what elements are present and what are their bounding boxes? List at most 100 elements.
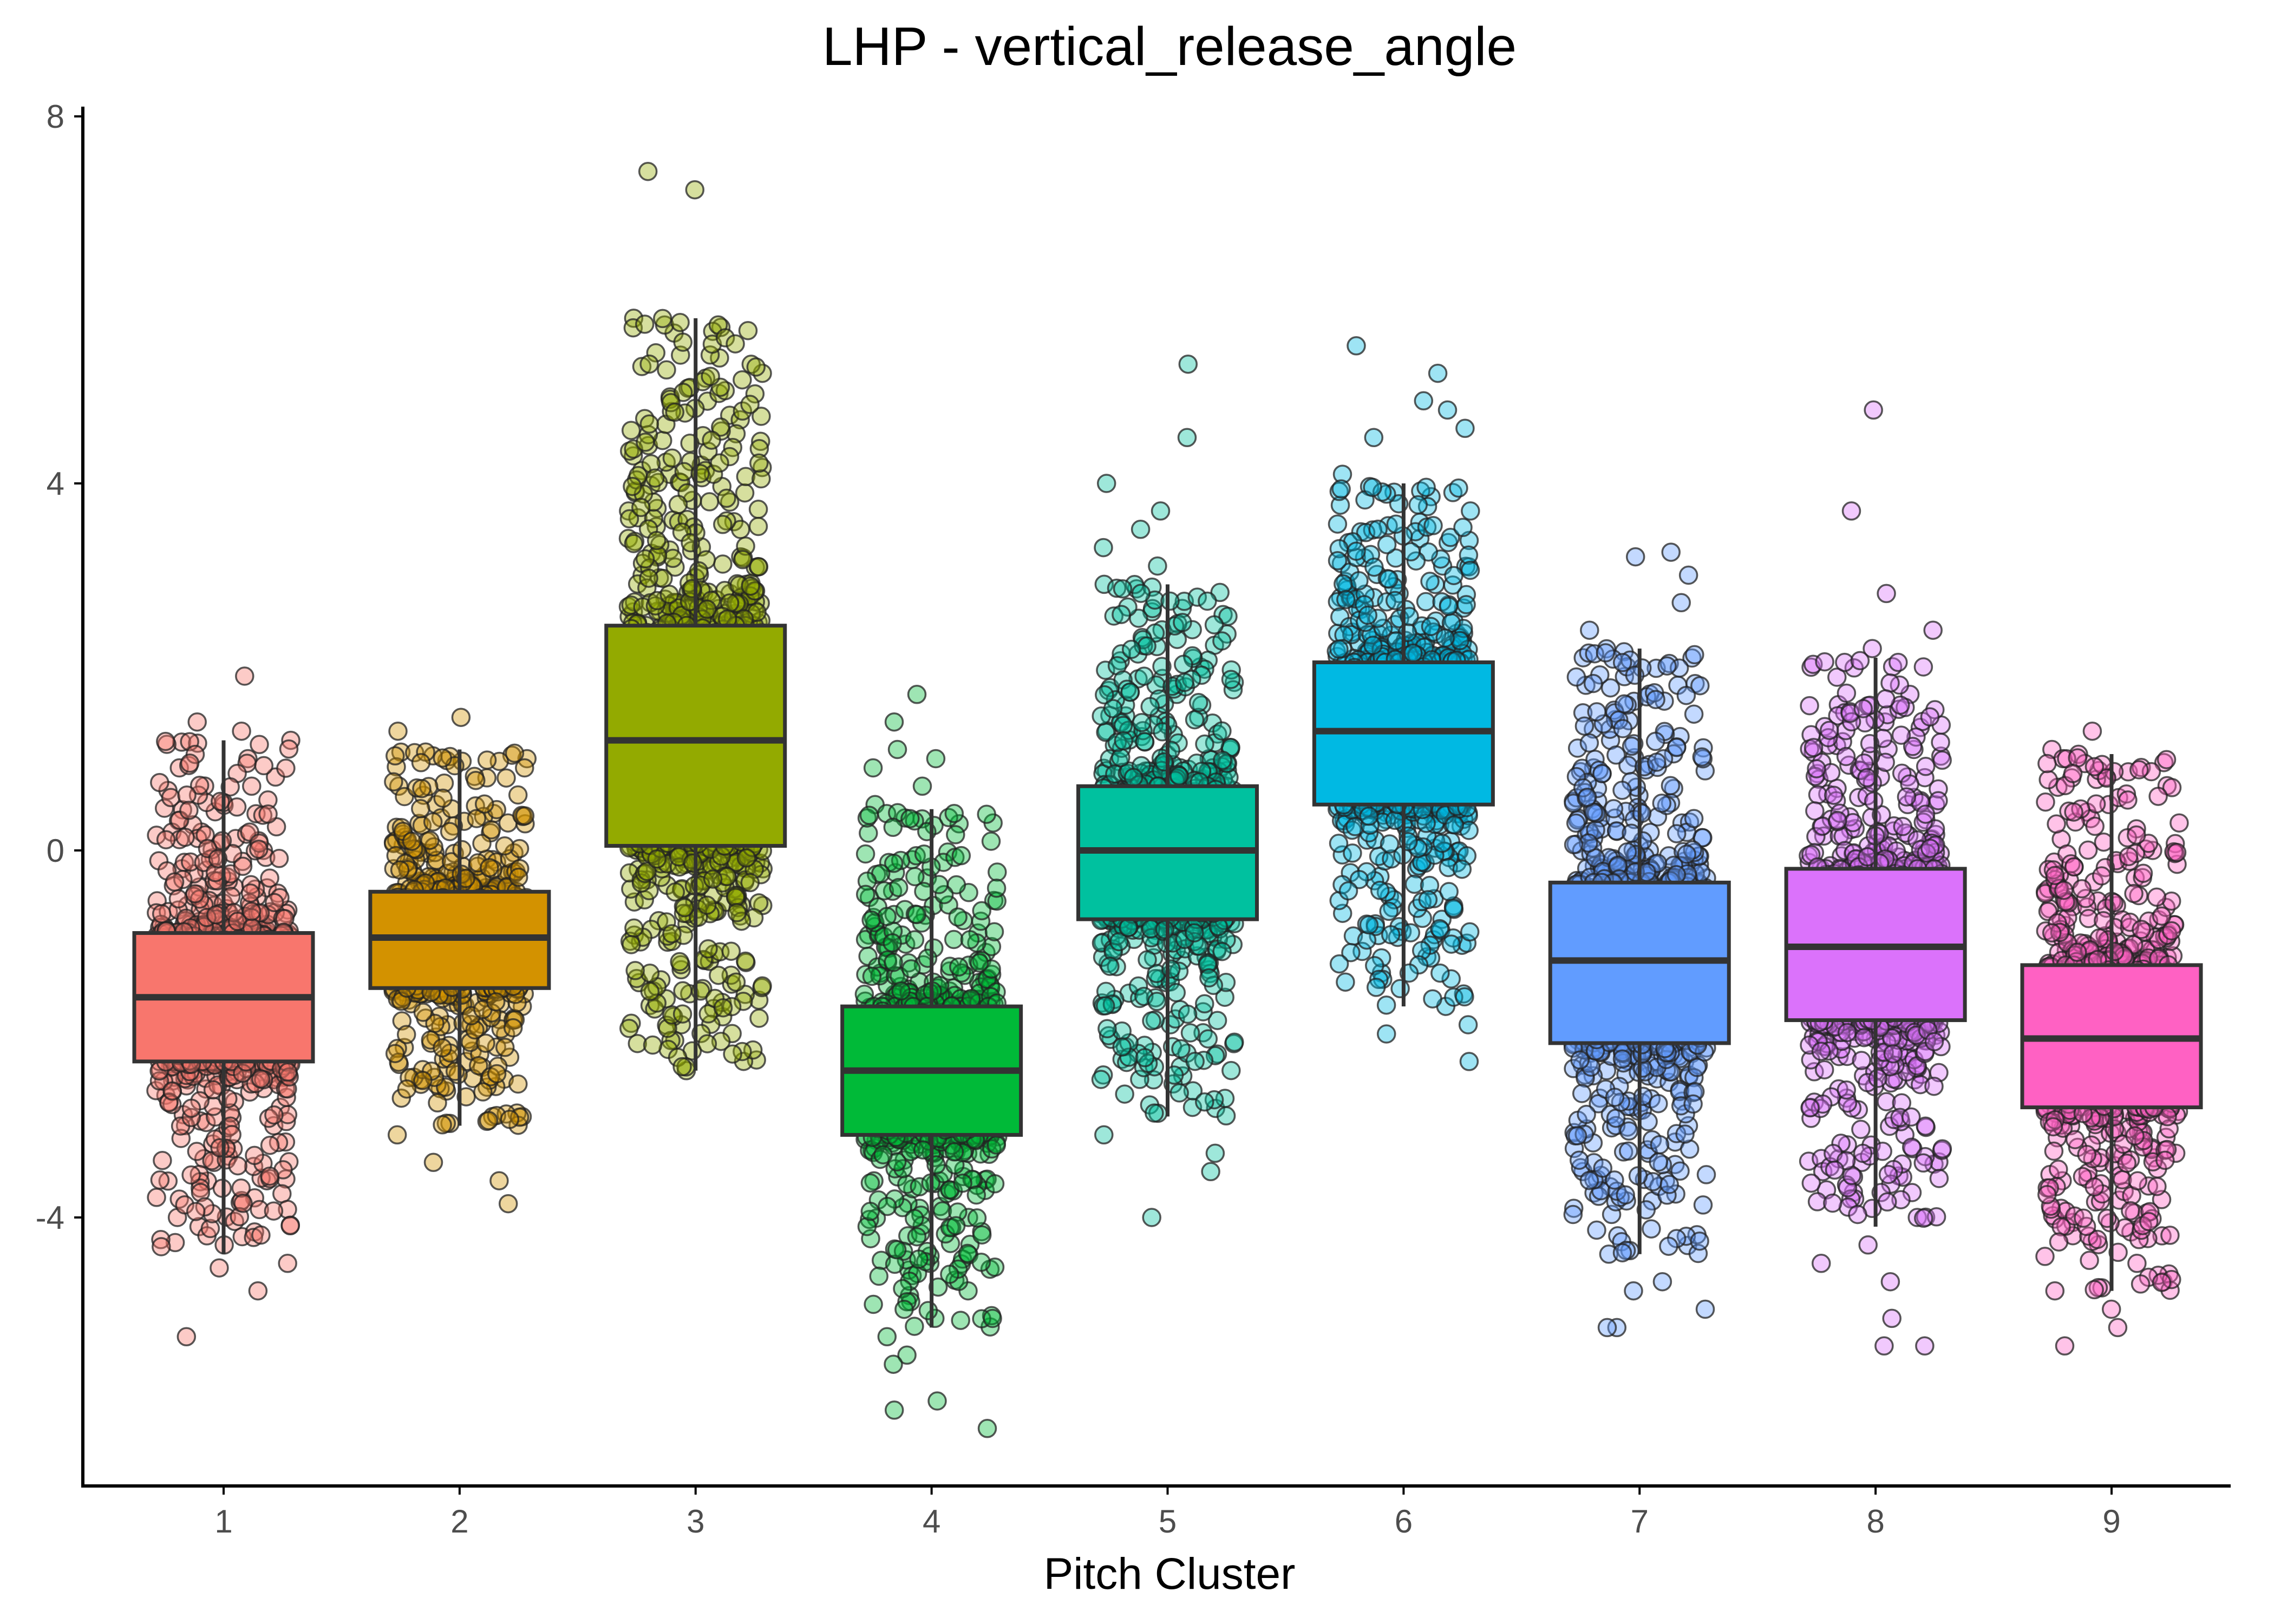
data-point — [433, 1115, 452, 1135]
data-point — [864, 1294, 883, 1314]
data-point — [177, 1327, 197, 1347]
data-point — [635, 315, 655, 334]
data-point — [698, 939, 718, 959]
data-point — [279, 739, 299, 759]
data-point — [862, 966, 882, 986]
data-point — [946, 1216, 966, 1235]
data-point — [887, 739, 907, 759]
data-point — [227, 797, 247, 817]
data-point — [673, 332, 693, 352]
data-point — [918, 1301, 938, 1320]
data-point — [709, 965, 728, 985]
data-point — [721, 941, 741, 961]
data-point — [489, 1171, 509, 1190]
data-point — [162, 1081, 182, 1101]
data-point — [624, 534, 644, 553]
data-point — [863, 758, 883, 778]
data-point — [697, 895, 717, 915]
data-point — [967, 1208, 987, 1228]
data-point — [926, 749, 946, 769]
data-point — [503, 1018, 523, 1038]
data-point — [452, 840, 472, 860]
data-point — [884, 712, 904, 732]
data-point — [505, 743, 525, 763]
data-point — [476, 1033, 495, 1053]
data-point — [423, 1152, 443, 1173]
data-point — [726, 334, 745, 353]
data-point — [264, 1201, 284, 1221]
data-point — [685, 180, 705, 200]
data-point — [905, 1317, 924, 1336]
data-point — [477, 750, 497, 770]
data-point — [900, 809, 920, 829]
data-point — [646, 531, 666, 551]
data-point — [697, 599, 717, 619]
data-point — [153, 1150, 172, 1170]
data-point — [249, 839, 269, 859]
data-point — [210, 1138, 230, 1158]
data-point — [233, 856, 253, 876]
data-point — [740, 873, 760, 893]
data-point — [948, 907, 968, 927]
data-point — [894, 1299, 914, 1319]
data-point — [905, 1209, 924, 1228]
data-point — [232, 721, 251, 741]
data-point — [748, 500, 768, 519]
data-point — [727, 903, 747, 922]
data-point — [673, 981, 692, 1001]
data-point — [877, 1327, 897, 1347]
data-point — [697, 1034, 717, 1053]
data-point — [905, 930, 925, 949]
data-point — [242, 776, 262, 796]
data-point — [884, 1400, 904, 1420]
data-point — [625, 961, 645, 980]
data-point — [185, 884, 205, 903]
data-point — [949, 957, 969, 977]
data-point — [260, 1166, 279, 1186]
data-point — [855, 885, 875, 904]
data-point — [977, 1419, 997, 1438]
data-point — [869, 1266, 888, 1286]
data-point — [663, 548, 683, 568]
data-point — [481, 820, 501, 840]
data-point — [700, 492, 720, 512]
data-point — [412, 778, 432, 798]
data-point — [670, 312, 690, 332]
data-point — [154, 798, 174, 818]
data-point — [433, 748, 453, 768]
data-point — [670, 952, 689, 972]
cluster-2-group — [368, 708, 551, 1214]
data-point — [726, 972, 746, 992]
data-point — [645, 468, 665, 488]
data-point — [665, 882, 685, 902]
data-point — [944, 803, 964, 823]
data-point — [746, 357, 766, 377]
data-point — [887, 1240, 907, 1260]
data-point — [624, 918, 644, 938]
data-point — [713, 554, 733, 574]
data-point — [981, 831, 1001, 851]
data-point — [859, 806, 879, 825]
data-point — [165, 872, 185, 892]
data-point — [388, 721, 408, 741]
data-point — [245, 1145, 264, 1165]
data-point — [413, 1071, 433, 1090]
plot-area — [132, 161, 2203, 1438]
data-point — [682, 579, 702, 599]
data-point — [702, 430, 721, 450]
data-point — [639, 568, 658, 588]
data-point — [740, 395, 760, 414]
data-point — [940, 1265, 959, 1284]
data-point — [638, 161, 658, 181]
data-point — [701, 366, 720, 386]
data-point — [156, 830, 176, 849]
data-point — [635, 549, 655, 569]
data-point — [640, 981, 660, 1001]
data-point — [187, 1142, 207, 1161]
data-point — [884, 1354, 903, 1374]
data-point — [168, 889, 188, 909]
data-point — [280, 1216, 300, 1236]
data-point — [278, 1254, 297, 1273]
data-point — [211, 791, 230, 811]
data-point — [440, 822, 460, 841]
